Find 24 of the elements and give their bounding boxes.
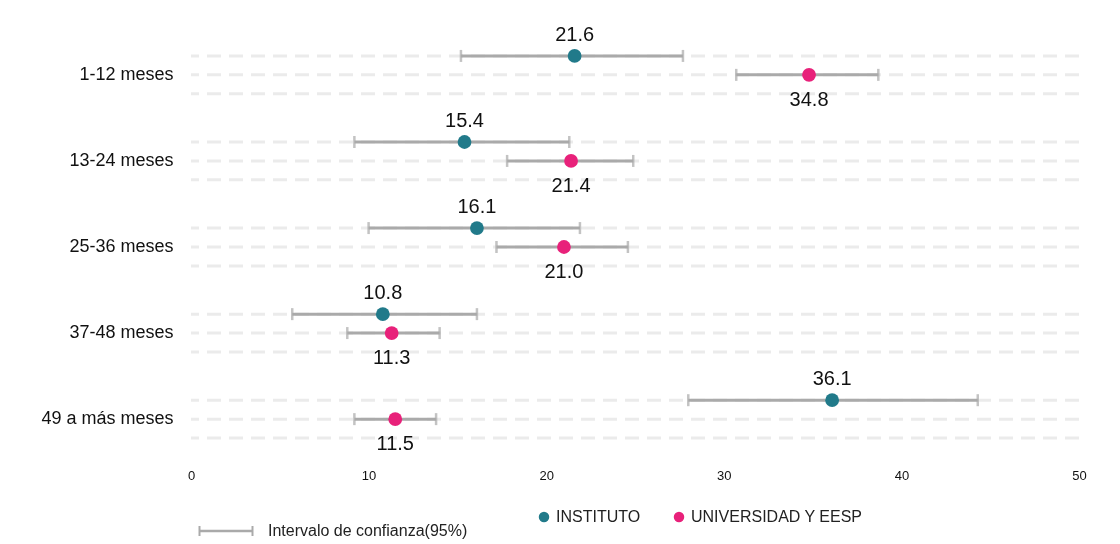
data-label: 11.5 [376,432,414,455]
y-tick-label: 49 a más meses [41,408,174,429]
x-tick-label: 20 [539,467,554,483]
y-tick-label: 1-12 meses [79,63,174,84]
y-tick-label: 37-48 meses [69,322,174,343]
data-label: 16.1 [457,195,497,218]
y-tick-label: 13-24 meses [69,149,174,170]
legend-label: UNIVERSIDAD Y EESP [691,508,863,525]
data-label: 34.8 [789,87,829,110]
legend-label: INSTITUTO [556,508,641,525]
x-tick-label: 40 [894,467,910,483]
data-label: 21.6 [555,22,595,45]
data-label: 15.4 [445,109,484,131]
data-label: 21.4 [551,173,591,196]
x-tick-label: 10 [361,467,377,483]
y-tick-label: 25-36 meses [69,236,174,256]
x-tick-label: 30 [717,467,732,483]
data-label: 10.8 [363,281,403,304]
x-tick-label: 0 [187,467,196,483]
data-label: 36.1 [812,367,852,390]
x-tick-label: 50 [1072,467,1087,483]
data-label: 21.0 [544,260,584,282]
data-label: 11.3 [372,346,411,369]
text: Intervalo de confianza(95%) [268,522,468,540]
